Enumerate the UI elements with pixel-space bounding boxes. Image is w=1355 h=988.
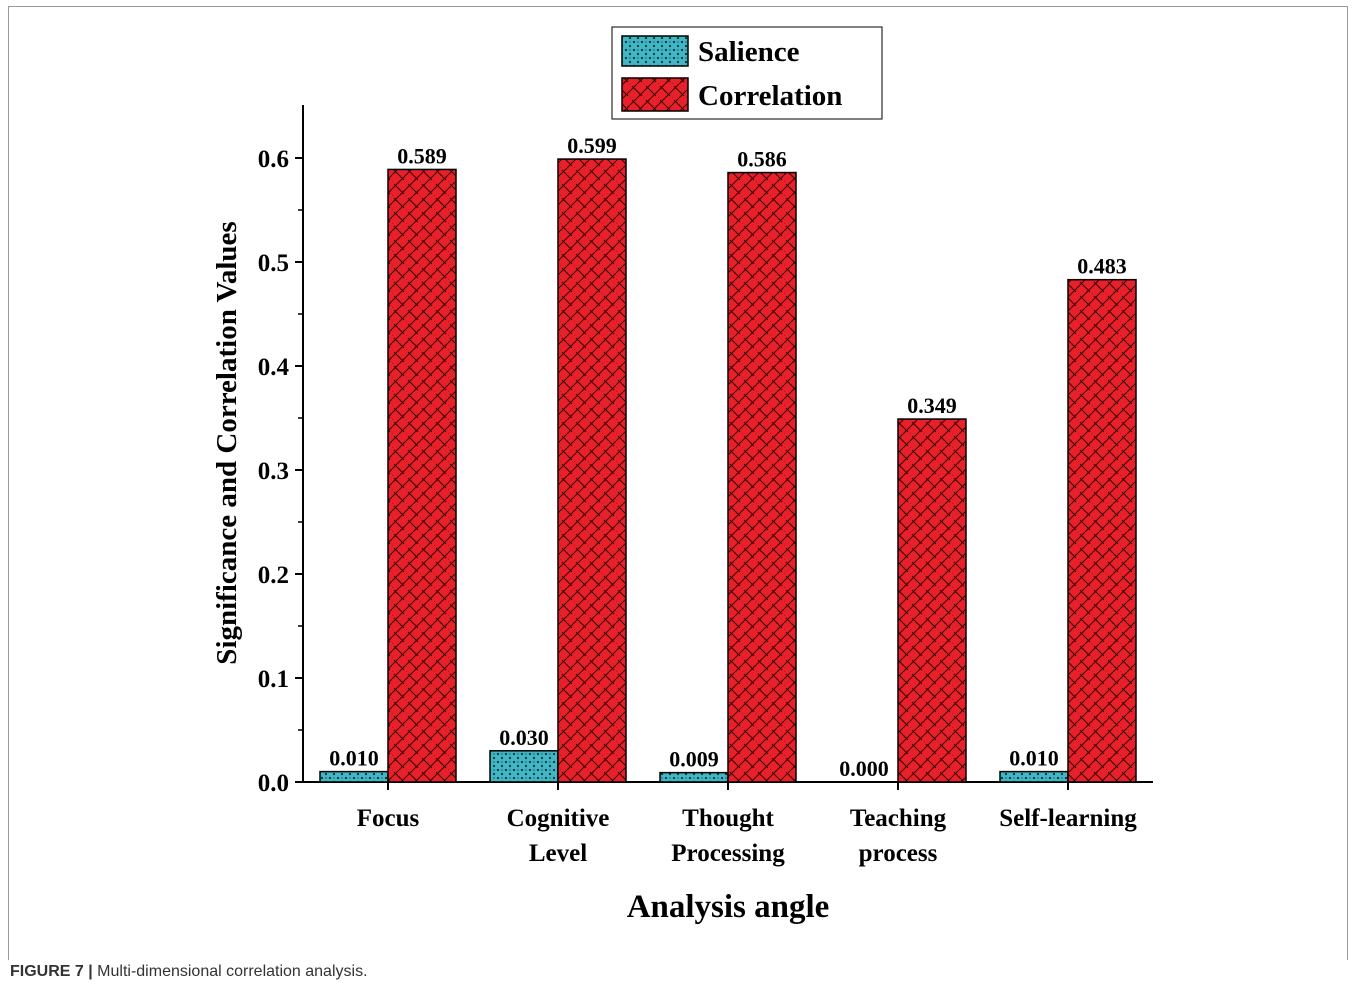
bar-salience — [319, 770, 389, 783]
data-label-salience: 0.009 — [669, 747, 719, 772]
figure-caption-label: FIGURE 7 | — [10, 963, 93, 980]
data-label-correlation: 0.349 — [907, 393, 957, 418]
y-tick-label: 0.6 — [258, 146, 289, 173]
legend: Salience Correlation — [611, 26, 883, 120]
y-axis-label: Significance and Correlation Values — [211, 221, 243, 664]
data-label-correlation: 0.599 — [567, 133, 617, 158]
y-tick-label: 0.4 — [258, 354, 290, 381]
y-tick-label: 0.1 — [258, 666, 289, 693]
y-ticks: 0.0 0.1 0.2 0.3 0.4 0.5 0.6 — [258, 146, 303, 797]
bar-salience — [489, 750, 559, 783]
figure-caption-text: Multi-dimensional correlation analysis. — [97, 963, 368, 980]
y-tick-label: 0.5 — [258, 250, 289, 277]
y-tick-label: 0.0 — [258, 770, 289, 797]
x-tick-label: Cognitive Level — [507, 805, 610, 867]
x-tick-label: Thought Processing — [671, 805, 785, 867]
data-label-salience: 0.030 — [499, 725, 549, 750]
figure-caption: FIGURE 7 | Multi-dimensional correlation… — [10, 963, 368, 981]
bar-chart: 0.0 0.1 0.2 0.3 0.4 0.5 0.6 0.010 0.589 0.030 0.5… — [211, 26, 1153, 925]
bar-correlation — [387, 168, 457, 783]
data-label-salience: 0.010 — [1009, 746, 1059, 771]
x-tick-labels: Focus Cognitive Level Thought Processing Teac… — [357, 782, 1137, 867]
y-tick-label: 0.3 — [258, 458, 289, 485]
y-tick-label: 0.2 — [258, 562, 289, 589]
bars: 0.010 0.589 0.030 0.599 0.009 0.586 0.000 0.349… — [319, 133, 1137, 783]
bar-correlation — [1067, 278, 1137, 783]
bar-correlation — [727, 171, 797, 783]
legend-label-correlation: Correlation — [698, 80, 842, 112]
data-label-correlation: 0.586 — [737, 147, 787, 172]
data-label-correlation: 0.483 — [1077, 254, 1127, 279]
x-tick-label: Focus — [357, 805, 420, 832]
x-tick-label: Self-learning — [999, 805, 1137, 832]
x-tick-label: Teaching process — [850, 805, 947, 867]
data-label-salience: 0.000 — [839, 756, 889, 781]
legend-swatch-salience — [621, 35, 689, 67]
bar-salience — [999, 770, 1069, 783]
legend-swatch-correlation — [621, 77, 689, 112]
data-label-salience: 0.010 — [329, 746, 379, 771]
figure-frame — [8, 6, 1348, 960]
bar-salience — [659, 771, 729, 783]
x-axis-label: Analysis angle — [627, 889, 830, 925]
data-label-correlation: 0.589 — [397, 143, 447, 168]
bar-correlation — [897, 418, 967, 783]
bar-correlation — [557, 158, 627, 783]
legend-label-salience: Salience — [698, 36, 800, 68]
